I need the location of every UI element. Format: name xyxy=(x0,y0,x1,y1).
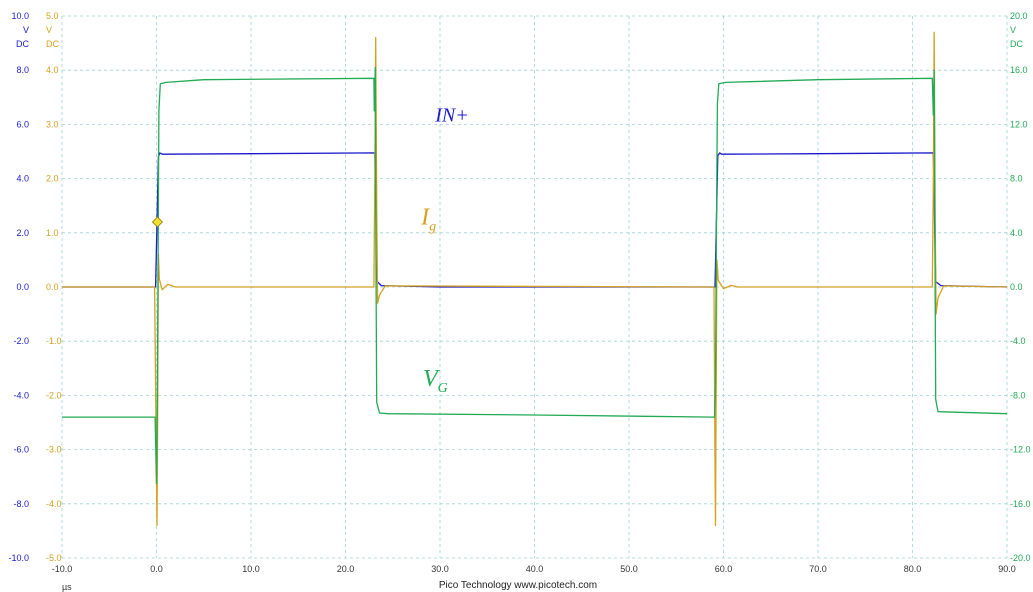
yellow-tick-label: -3.0 xyxy=(46,445,62,455)
x-tick-label: 20.0 xyxy=(337,564,355,574)
yellow-tick-label: 3.0 xyxy=(46,119,59,129)
yellow-tick-label: -4.0 xyxy=(46,499,62,509)
annotation-subscript: g xyxy=(429,220,436,235)
x-tick-label: 40.0 xyxy=(526,564,544,574)
yellow-header-label: DC xyxy=(46,39,59,49)
blue-header-label: DC xyxy=(16,39,29,49)
x-unit-label: µs xyxy=(62,582,72,592)
blue-tick-label: -10.0 xyxy=(8,553,29,563)
yellow-tick-label: -1.0 xyxy=(46,336,62,346)
trace-vg xyxy=(62,66,1008,485)
yellow-tick-label: 2.0 xyxy=(46,174,59,184)
blue-tick-label: 2.0 xyxy=(16,228,29,238)
green-tick-label: 4.0 xyxy=(1010,228,1023,238)
blue-tick-label: -8.0 xyxy=(13,499,29,509)
x-tick-label: 70.0 xyxy=(809,564,827,574)
blue-tick-label: 4.0 xyxy=(16,174,29,184)
annotation-in: IN+ xyxy=(434,105,469,127)
blue-tick-label: -4.0 xyxy=(13,390,29,400)
footer-brand: Pico Technology www.picotech.com xyxy=(439,580,597,591)
x-tick-label: 30.0 xyxy=(431,564,449,574)
blue-channel-axis: 8.0 6.0 4.0 2.0 0.0 -2.0 -4.0 -6.0 -8.0 -10.0 10.0… xyxy=(8,11,29,563)
green-tick-label: 16.0 xyxy=(1010,65,1028,75)
yellow-tick-label: 1.0 xyxy=(46,228,59,238)
green-header-label: DC xyxy=(1010,39,1023,49)
green-tick-label: 8.0 xyxy=(1010,174,1023,184)
x-tick-label: 90.0 xyxy=(998,564,1016,574)
green-header-label: V xyxy=(1010,25,1016,35)
green-tick-label: -20.0 xyxy=(1010,553,1031,563)
x-tick-label: 10.0 xyxy=(242,564,260,574)
x-tick-label: 80.0 xyxy=(904,564,922,574)
time-axis: -10.0 0.0 10.0 20.0 30.0 40.0 50.0 60.0 70.0 80.0… xyxy=(52,564,1016,574)
annotation-vg: VG xyxy=(423,366,448,396)
annotation-ig: Ig xyxy=(420,205,436,235)
blue-tick-label: -2.0 xyxy=(13,336,29,346)
waveform-traces xyxy=(62,31,1008,527)
green-tick-label: 0.0 xyxy=(1010,282,1023,292)
blue-header-label: V xyxy=(23,25,29,35)
x-tick-label: 0.0 xyxy=(150,564,163,574)
green-channel-axis: 16.0 12.0 8.0 4.0 0.0 -4.0 -8.0 -12.0 -16.0 -20.0… xyxy=(1010,11,1031,563)
yellow-header-label: V xyxy=(46,25,52,35)
green-tick-label: -16.0 xyxy=(1010,499,1031,509)
x-tick-label: -10.0 xyxy=(52,564,73,574)
yellow-tick-label: -2.0 xyxy=(46,390,62,400)
yellow-tick-label: 4.0 xyxy=(46,65,59,75)
blue-tick-label: -6.0 xyxy=(13,445,29,455)
yellow-tick-label: 0.0 xyxy=(46,282,59,292)
green-header-label: 20.0 xyxy=(1010,11,1028,21)
yellow-tick-label: -5.0 xyxy=(46,553,62,563)
trigger-marker-layer xyxy=(151,216,164,228)
blue-tick-label: 6.0 xyxy=(16,119,29,129)
blue-header-label: 10.0 xyxy=(11,11,29,21)
green-tick-label: -12.0 xyxy=(1010,445,1031,455)
yellow-channel-axis: 4.0 3.0 2.0 1.0 0.0 -1.0 -2.0 -3.0 -4.0 -5.0 5.0 VD… xyxy=(46,11,62,563)
yellow-header-label: 5.0 xyxy=(46,11,59,21)
annotation-subscript: G xyxy=(438,381,448,396)
blue-tick-label: 0.0 xyxy=(16,282,29,292)
green-tick-label: -4.0 xyxy=(1010,336,1026,346)
green-tick-label: 12.0 xyxy=(1010,119,1028,129)
x-tick-label: 50.0 xyxy=(620,564,638,574)
x-tick-label: 60.0 xyxy=(715,564,733,574)
blue-tick-label: 8.0 xyxy=(16,65,29,75)
trace-annotations: IN+ Ig VG xyxy=(420,105,469,396)
trigger-marker-icon xyxy=(151,216,164,228)
green-tick-label: -8.0 xyxy=(1010,390,1026,400)
